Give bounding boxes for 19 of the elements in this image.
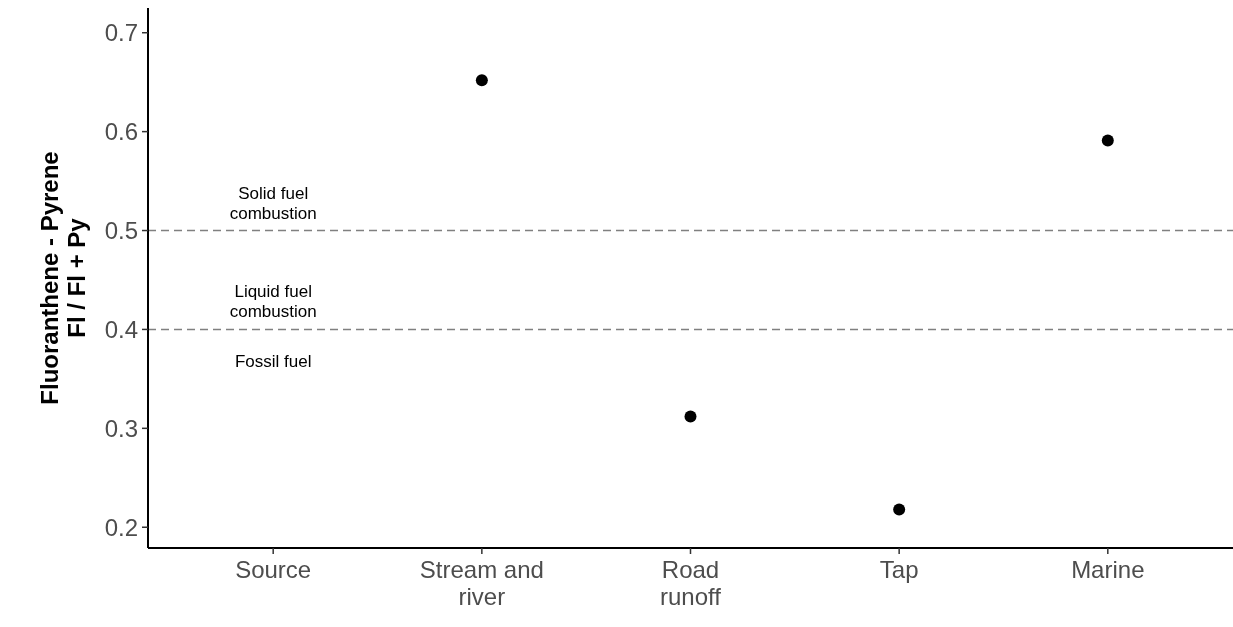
y-tick-label: 0.3 <box>104 414 138 442</box>
point <box>1101 134 1114 147</box>
y-axis-title: Fluoranthene - Pyrene Fl / Fl + Py <box>36 151 90 405</box>
x-tick-label: Stream and river <box>419 556 544 610</box>
annotation: Fossil fuel <box>234 352 312 372</box>
point <box>684 410 697 423</box>
annotation: Liquid fuel combustion <box>229 282 317 322</box>
x-tick-label: Marine <box>1071 556 1145 583</box>
point <box>475 74 488 87</box>
annotation: Solid fuel combustion <box>229 183 317 223</box>
x-tick-label: Tap <box>879 556 919 583</box>
y-tick-label: 0.2 <box>104 513 138 541</box>
y-tick-label: 0.7 <box>104 19 138 47</box>
x-tick-label: Source <box>235 556 312 583</box>
y-tick-label: 0.6 <box>104 118 138 146</box>
point <box>893 503 906 516</box>
y-tick-label: 0.4 <box>104 315 138 343</box>
y-tick-label: 0.5 <box>104 216 138 244</box>
x-tick-label: Road runoff <box>660 556 722 610</box>
